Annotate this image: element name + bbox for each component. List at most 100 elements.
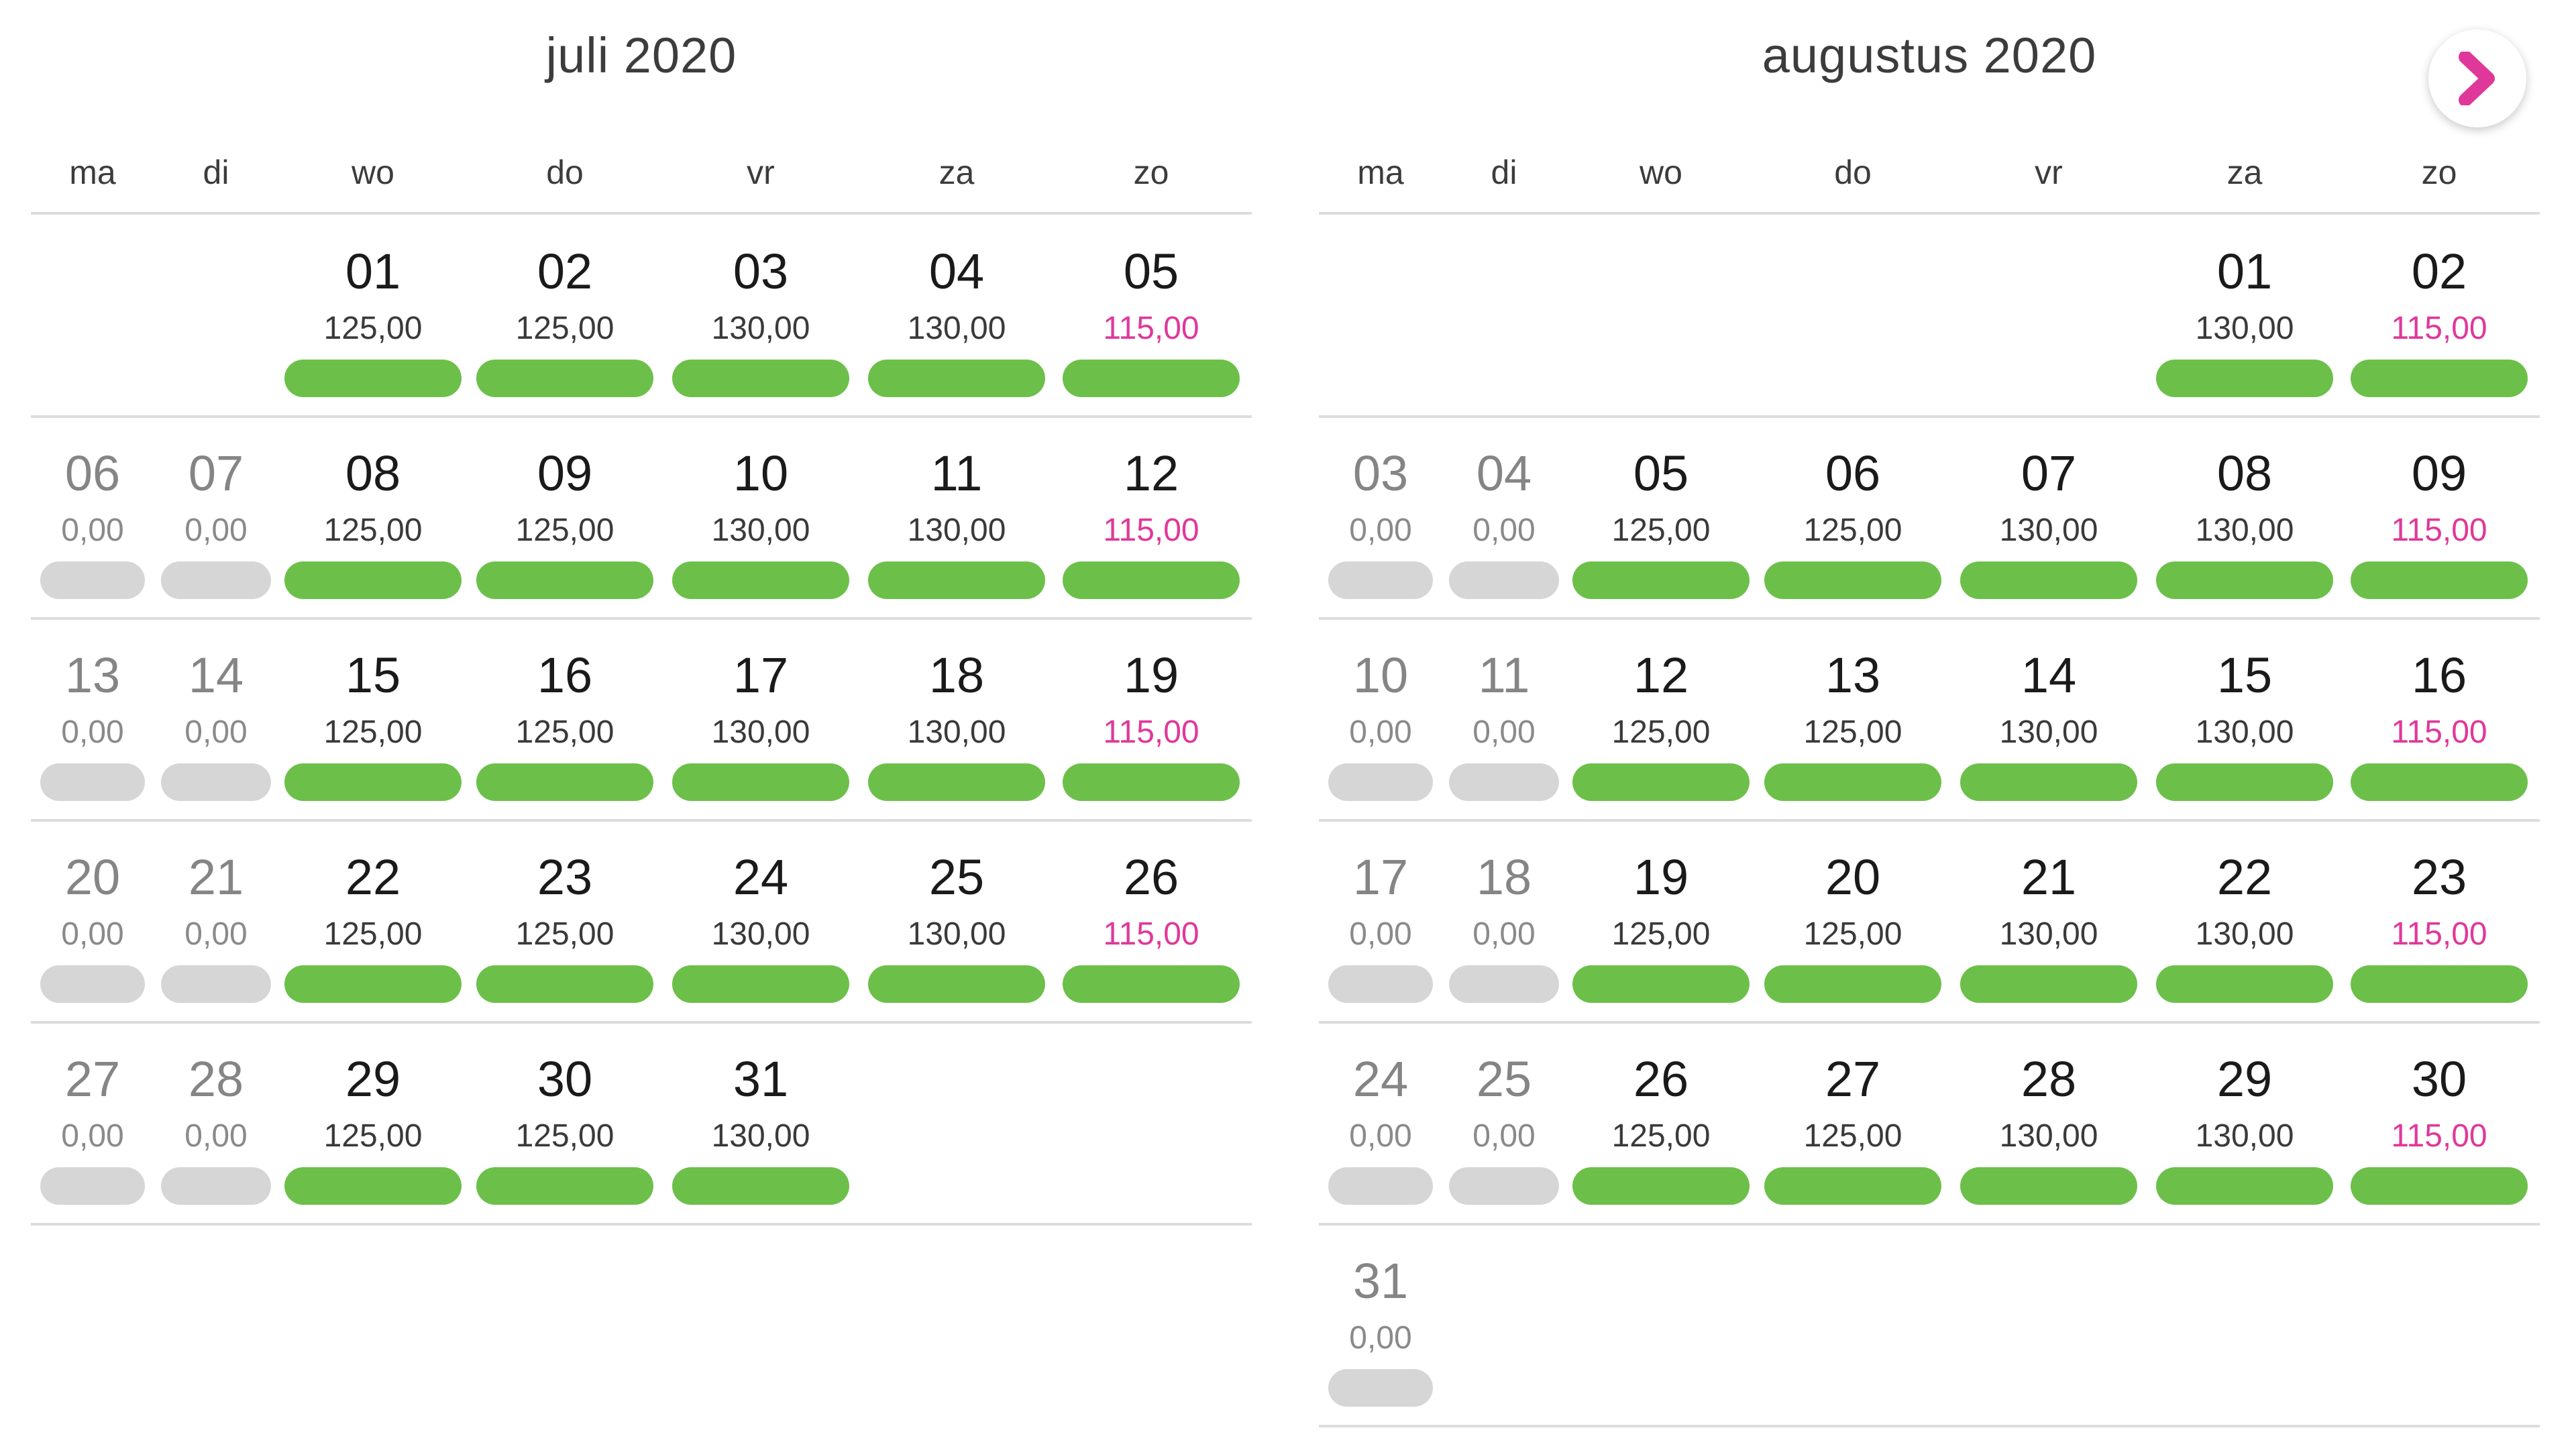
availability-bar-available [2156, 763, 2333, 801]
month-august: augustus 2020 ma di wo do vr za zo 01 130,00 02 115… [1319, 0, 2540, 1455]
day-price: 130,00 [907, 916, 1006, 952]
day-number: 10 [733, 445, 789, 501]
availability-bar-unavailable [161, 1167, 271, 1205]
availability-bar-unavailable [161, 561, 271, 599]
day-price: 125,00 [515, 513, 614, 548]
availability-bar-available [1960, 763, 2137, 801]
calendar-week-row: 06 0,00 07 0,00 08 125,00 09 125,00 10 130,00 11 13… [31, 418, 1252, 620]
availability-bar-available [284, 360, 462, 397]
day-price: 125,00 [323, 1118, 423, 1154]
day-number: 03 [733, 244, 789, 299]
row-divider [1319, 819, 2540, 822]
day-price: 0,00 [1349, 513, 1412, 548]
day-number: 15 [345, 647, 401, 703]
day-price: 130,00 [1999, 916, 2098, 952]
day-number: 30 [2411, 1051, 2467, 1107]
weekday-header: za [2226, 154, 2263, 191]
availability-bar-available [672, 360, 849, 397]
availability-bar-available [868, 965, 1045, 1003]
day-price: 125,00 [515, 311, 614, 346]
day-price: 0,00 [61, 714, 124, 750]
availability-bar-available [2156, 561, 2333, 599]
weekday-header: do [546, 154, 584, 191]
day-price: 0,00 [61, 513, 124, 548]
availability-bar-available [672, 561, 849, 599]
day-number: 16 [537, 647, 593, 703]
month-title: augustus 2020 [1762, 28, 2097, 83]
day-price: 130,00 [907, 513, 1006, 548]
day-number: 19 [1123, 647, 1179, 703]
day-number: 22 [2216, 849, 2273, 905]
day-price: 0,00 [1349, 1118, 1412, 1154]
day-price: 115,00 [2391, 916, 2487, 952]
calendar-week-row: 10 0,00 11 0,00 12 125,00 13 125,00 14 130,00 15 13… [1319, 620, 2540, 822]
availability-bar-unavailable [161, 965, 271, 1003]
day-price: 130,00 [2195, 916, 2294, 952]
day-price: 0,00 [1472, 916, 1536, 952]
weekday-header: vr [747, 154, 775, 191]
row-divider [31, 415, 1252, 418]
chevron-right-icon [2459, 52, 2495, 105]
day-price: 115,00 [1103, 513, 1199, 548]
availability-bar-unavailable [1449, 1167, 1559, 1205]
weekday-header: do [1834, 154, 1872, 191]
day-price: 125,00 [1611, 1118, 1711, 1154]
day-price: 125,00 [1611, 513, 1711, 548]
availability-bar-unavailable [161, 763, 271, 801]
day-price: 125,00 [323, 916, 423, 952]
calendar-week-row: 27 0,00 28 0,00 29 125,00 30 125,00 31 130,00 [31, 1024, 1252, 1226]
day-number: 20 [1825, 849, 1881, 905]
day-number: 20 [64, 849, 121, 905]
day-price: 130,00 [711, 1118, 810, 1154]
availability-bar-available [476, 1167, 653, 1205]
day-number: 13 [64, 647, 121, 703]
availability-bar-available [1960, 561, 2137, 599]
availability-bar-unavailable [40, 763, 145, 801]
day-number: 22 [345, 849, 401, 905]
availability-bar-unavailable [40, 1167, 145, 1205]
day-number: 18 [1476, 849, 1532, 905]
day-price: 125,00 [323, 513, 423, 548]
row-divider [31, 1223, 1252, 1226]
availability-bar-available [672, 965, 849, 1003]
availability-bar-unavailable [1449, 965, 1559, 1003]
day-price: 130,00 [2195, 714, 2294, 750]
day-price: 0,00 [61, 916, 124, 952]
day-number: 17 [733, 647, 789, 703]
day-price: 0,00 [1349, 1320, 1412, 1356]
day-number: 31 [733, 1051, 789, 1107]
next-month-button[interactable] [2428, 30, 2526, 127]
day-price: 125,00 [323, 311, 423, 346]
availability-bar-unavailable [1449, 763, 1559, 801]
day-number: 25 [1476, 1051, 1532, 1107]
availability-bar-available [476, 360, 653, 397]
day-number: 02 [2411, 244, 2467, 299]
day-price: 115,00 [2391, 714, 2487, 750]
availability-bar-available [868, 561, 1045, 599]
weekday-header: ma [1357, 154, 1404, 191]
day-number: 18 [928, 647, 985, 703]
day-price: 0,00 [1349, 714, 1412, 750]
day-price: 0,00 [184, 916, 248, 952]
availability-bar-available [284, 561, 462, 599]
availability-bar-available [476, 763, 653, 801]
day-number: 12 [1123, 445, 1179, 501]
day-number: 21 [188, 849, 244, 905]
day-number: 06 [1825, 445, 1881, 501]
day-number: 24 [1352, 1051, 1409, 1107]
row-divider [31, 1021, 1252, 1024]
availability-bar-available [476, 561, 653, 599]
day-price: 130,00 [711, 311, 810, 346]
day-number: 01 [345, 244, 401, 299]
calendar-week-row: 20 0,00 21 0,00 22 125,00 23 125,00 24 130,00 25 13… [31, 822, 1252, 1024]
day-number: 19 [1633, 849, 1689, 905]
day-price: 0,00 [1472, 714, 1536, 750]
availability-bar-available [284, 1167, 462, 1205]
availability-bar-available [2156, 965, 2333, 1003]
availability-bar-available [1063, 561, 1240, 599]
weekday-header: ma [69, 154, 116, 191]
day-number: 29 [2216, 1051, 2273, 1107]
availability-bar-available [1572, 1167, 1750, 1205]
calendar-week-row: 01 125,00 02 125,00 03 130,00 04 130,00 05 115,00 [31, 216, 1252, 418]
